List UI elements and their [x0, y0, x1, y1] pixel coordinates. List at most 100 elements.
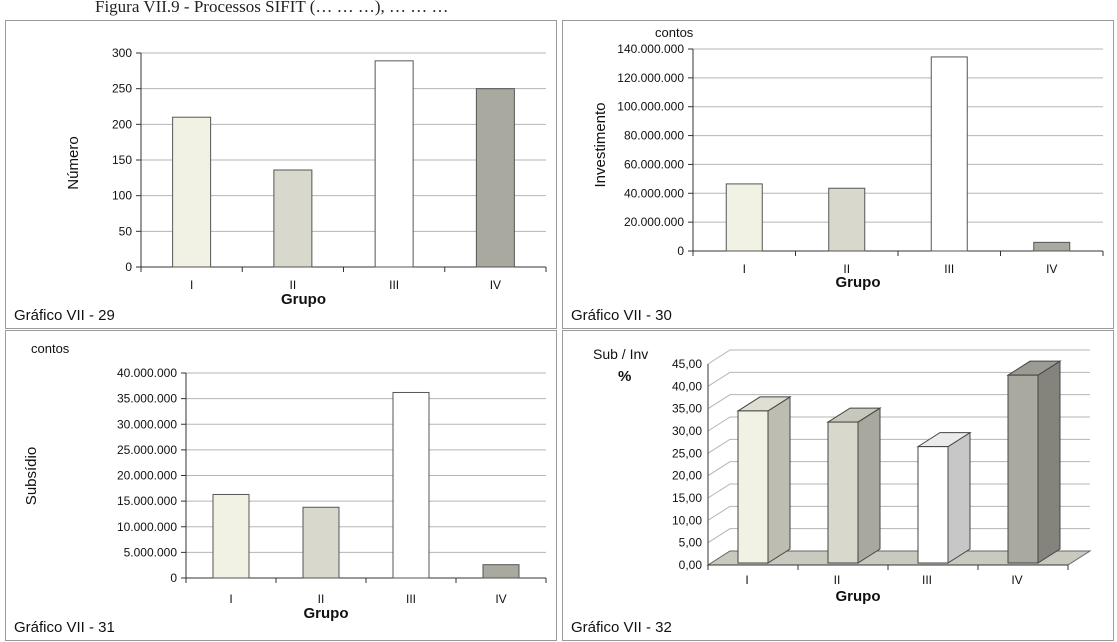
y-tick-label: 10.000.000 — [117, 520, 177, 534]
bar-front — [737, 410, 769, 564]
bar-ii — [302, 506, 340, 579]
bar-front — [1007, 374, 1039, 564]
bar-iii — [916, 431, 972, 564]
page-title: Figura VII.9 - Processos SIFIT (… … …), … — [95, 0, 449, 16]
x-tick-label: IV — [1046, 262, 1057, 276]
y-tick-label: 35,00 — [672, 402, 702, 416]
bar-side — [767, 395, 791, 564]
unit-label: contos — [31, 341, 70, 356]
y-tick-label: 0 — [125, 260, 132, 274]
y-tick-label: 150 — [112, 153, 132, 167]
bar-iv — [475, 88, 515, 268]
x-tick-label: I — [743, 262, 746, 276]
x-axis-label: Grupo — [836, 588, 881, 605]
gridline — [707, 349, 1090, 365]
x-tick-label: III — [922, 573, 932, 587]
y-tick-label: 300 — [112, 46, 132, 60]
y-tick-label: 40,00 — [672, 379, 702, 393]
y-tick-label: 15.000.000 — [117, 494, 177, 508]
bar-i — [172, 116, 212, 268]
y-tick-label: 10,00 — [672, 513, 702, 527]
y-tick-label: 20.000.000 — [624, 215, 684, 229]
chart-caption: Gráfico VII - 31 — [14, 619, 115, 636]
gridline — [707, 371, 1090, 387]
x-tick-label: I — [190, 278, 193, 292]
x-tick-label: III — [389, 278, 399, 292]
x-tick-label: IV — [495, 592, 506, 606]
x-tick-label: I — [229, 592, 232, 606]
bar-iii — [374, 60, 414, 268]
x-tick-label: I — [745, 573, 748, 587]
bar-iv — [482, 564, 520, 579]
y-tick-label: 0 — [677, 244, 684, 258]
y-tick-label: 30.000.000 — [117, 417, 177, 431]
y-tick-label: 0 — [170, 571, 177, 585]
unit-label: % — [618, 368, 631, 385]
y-tick-label: 100.000.000 — [617, 100, 684, 114]
bar-front — [827, 421, 859, 564]
y-axis-label: Sub / Inv — [593, 346, 648, 362]
y-tick-label: 5.000.000 — [124, 545, 178, 559]
gridline — [707, 394, 1090, 410]
bar-iii — [930, 56, 968, 252]
chart-caption: Gráfico VII - 29 — [14, 307, 115, 324]
bar-i — [736, 395, 792, 564]
bar-i — [725, 183, 763, 252]
bar-iii — [392, 391, 430, 579]
bar-i — [212, 493, 250, 579]
bar-ii — [273, 169, 313, 268]
y-tick-label: 140.000.000 — [617, 42, 684, 56]
x-axis-label: Grupo — [281, 291, 326, 308]
x-tick-label: II — [318, 592, 325, 606]
gridline — [707, 416, 1090, 432]
x-tick-label: II — [843, 262, 850, 276]
y-tick-label: 20.000.000 — [117, 469, 177, 483]
chart-panel-30: 0 20.000.000 40.000.000 60.000.000 80.000.00… — [562, 20, 1114, 329]
x-tick-label: IV — [1011, 573, 1022, 587]
y-tick-label: 40.000.000 — [117, 366, 177, 380]
y-axis-label: Número — [65, 136, 82, 189]
chart-caption: Gráfico VII - 32 — [571, 619, 672, 636]
bar-ii — [826, 407, 882, 564]
x-tick-label: II — [834, 573, 841, 587]
bar-side — [947, 431, 971, 564]
chart-32: 0,00 5,00 10,00 15,00 20,00 25,00 30,00 35,00 40… — [593, 346, 1092, 605]
bar-side — [857, 407, 881, 564]
y-tick-label: 5,00 — [679, 536, 703, 550]
x-tick-label: III — [406, 592, 416, 606]
y-tick-label: 40.000.000 — [624, 186, 684, 200]
bar-ii — [828, 187, 866, 252]
x-axis-label: Grupo — [304, 605, 349, 622]
y-axis-label: Subsídio — [23, 447, 40, 505]
y-tick-label: 45,00 — [672, 357, 702, 371]
y-tick-label: 25,00 — [672, 446, 702, 460]
y-tick-label: 200 — [112, 117, 132, 131]
y-tick-label: 120.000.000 — [617, 71, 684, 85]
x-tick-label: III — [944, 262, 954, 276]
y-tick-label: 30,00 — [672, 424, 702, 438]
y-tick-label: 20,00 — [672, 469, 702, 483]
x-tick-label: IV — [490, 278, 501, 292]
y-tick-label: 15,00 — [672, 491, 702, 505]
bar-iv — [1033, 241, 1071, 252]
chart-caption: Gráfico VII - 30 — [571, 307, 672, 324]
chart-panel-29: 0 50 100 150 200 250 300 I II III IV Grupo Número Gr… — [5, 20, 557, 329]
y-tick-label: 50 — [119, 224, 133, 238]
y-axis-label: Investimento — [592, 102, 609, 187]
y-tick-label: 60.000.000 — [624, 157, 684, 171]
bar-front — [917, 446, 949, 564]
y-tick-label: 0,00 — [679, 558, 703, 572]
chart-31: 0 5.000.000 10.000.000 15.000.000 20.000.000… — [23, 341, 547, 622]
y-tick-label: 25.000.000 — [117, 443, 177, 457]
y-tick-label: 100 — [112, 189, 132, 203]
x-axis-label: Grupo — [836, 274, 881, 291]
chart-panel-31: 0 5.000.000 10.000.000 15.000.000 20.000.000… — [5, 330, 557, 641]
y-tick-label: 35.000.000 — [117, 392, 177, 406]
chart-panel-32: 0,00 5,00 10,00 15,00 20,00 25,00 30,00 35,00 40… — [562, 330, 1114, 641]
x-tick-label: II — [290, 278, 297, 292]
chart-30: 0 20.000.000 40.000.000 60.000.000 80.000.00… — [592, 25, 1104, 291]
bar-side — [1037, 360, 1061, 564]
unit-label: contos — [655, 25, 694, 40]
y-tick-label: 250 — [112, 82, 132, 96]
